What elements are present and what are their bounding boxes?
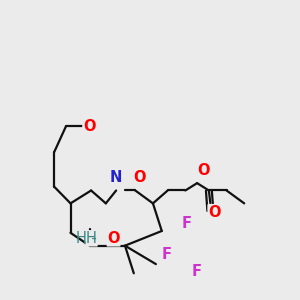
Text: O: O (197, 163, 209, 178)
Text: O: O (107, 231, 120, 246)
Text: O: O (208, 205, 221, 220)
Text: F: F (192, 264, 202, 279)
Text: F: F (161, 248, 171, 262)
Text: F: F (182, 216, 192, 231)
Text: H -: H - (76, 231, 97, 246)
Text: O: O (134, 170, 146, 185)
Text: N: N (110, 170, 122, 185)
Text: H: H (86, 231, 97, 246)
Text: O: O (83, 118, 96, 134)
